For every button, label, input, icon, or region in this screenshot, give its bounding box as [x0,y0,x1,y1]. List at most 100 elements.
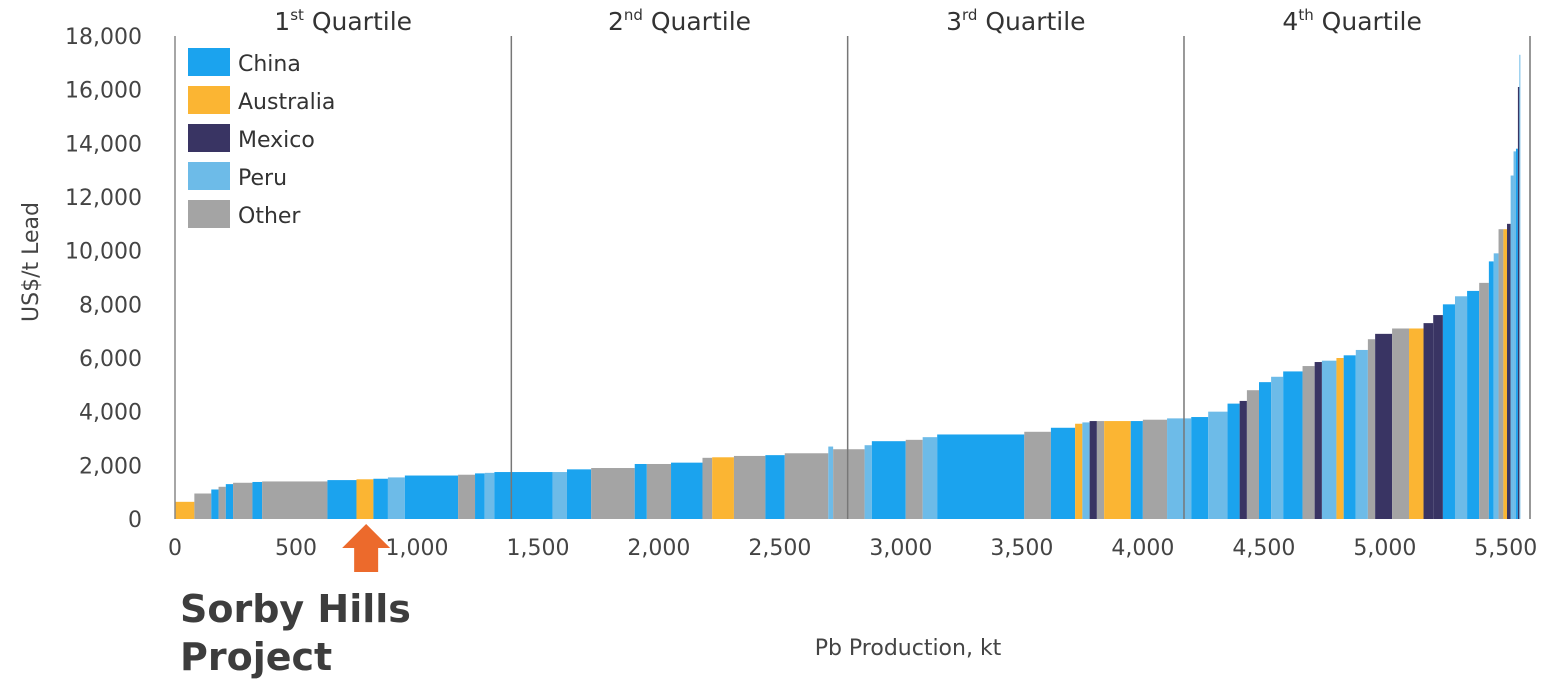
quartile-dividers [510,36,1531,519]
bar-other-21 [646,463,672,519]
legend-swatch-china [188,48,230,76]
x-tick-label: 3,500 [990,536,1053,561]
bar-china-57 [1343,355,1356,519]
y-tick-label: 12,000 [65,186,142,211]
bar-australia-56 [1336,358,1344,519]
legend-label-australia: Australia [238,90,335,115]
bar-mexico-73 [1507,223,1511,520]
bar-china-50 [1259,382,1272,519]
bar-other-1 [194,493,212,519]
bar-peru-15 [484,472,495,519]
bar-other-7 [262,481,328,519]
bar-china-22 [671,462,703,519]
quartile-label-4: 4th Quartile [1282,6,1421,36]
bar-other-25 [733,455,766,519]
x-tick-label: 500 [275,536,317,561]
bar-australia-62 [1409,328,1424,519]
bar-china-67 [1467,290,1480,519]
y-tick-label: 2,000 [79,454,142,479]
y-tick-label: 16,000 [65,79,142,104]
bar-other-35 [1024,431,1051,519]
bar-peru-51 [1271,376,1284,519]
bar-china-18 [566,469,592,519]
bar-other-53 [1302,366,1315,519]
bar-china-20 [634,463,647,519]
y-tick-label: 4,000 [79,401,142,426]
bar-other-40 [1096,421,1105,519]
bar-china-8 [327,480,357,519]
bar-peru-30 [864,445,872,519]
bar-other-29 [833,449,865,519]
quartile-label-3: 3rd Quartile [946,6,1086,36]
bar-peru-74 [1510,175,1514,520]
legend-label-other: Other [238,204,301,229]
y-axis-title: US$/t Lead [19,202,44,322]
quartile-labels: 1st Quartile 2nd Quartile 3rd Quartile 4th … [274,6,1422,36]
bar-china-65 [1442,304,1455,519]
bar-other-43 [1142,419,1168,519]
legend-swatch-other [188,200,230,228]
bar-peru-11 [387,477,405,519]
bar-australia-0 [175,501,195,519]
x-axis: 0 500 1,000 1,500 2,000 2,500 3,000 3,500 4,000 4… [168,536,1537,561]
bar-china-76 [1515,148,1518,519]
quartile-label-1: 1st Quartile [274,6,412,36]
bar-china-12 [404,475,459,519]
bar-australia-41 [1104,421,1131,519]
legend-label-mexico: Mexico [238,128,315,153]
legend: China Australia Mexico Peru Other [188,48,335,229]
bar-australia-37 [1075,423,1083,519]
bar-mexico-63 [1423,323,1434,519]
bar-peru-17 [552,472,567,519]
project-arrow [342,524,391,572]
bar-peru-55 [1321,360,1337,519]
bars-layer [175,54,1521,520]
callout-line-2: Project [180,635,333,679]
project-arrow-shape [342,524,391,572]
bar-china-34 [937,434,1025,519]
bar-other-13 [458,474,476,519]
bar-mexico-64 [1433,315,1443,519]
project-callout: Sorby Hills Project [180,585,500,681]
bar-peru-44 [1167,418,1192,519]
bar-other-71 [1498,229,1504,519]
bar-china-6 [252,481,263,519]
y-tick-label: 6,000 [79,347,142,372]
bar-peru-33 [922,437,938,519]
y-tick-label: 10,000 [65,240,142,265]
bar-other-68 [1479,282,1489,519]
legend-label-peru: Peru [238,166,287,191]
x-tick-label: 1,500 [506,536,569,561]
bar-china-31 [871,441,906,519]
bar-other-49 [1246,390,1259,519]
bar-peru-58 [1355,349,1368,519]
bar-mexico-54 [1314,362,1322,519]
legend-swatch-australia [188,86,230,114]
x-axis-title: Pb Production, kt [815,636,1002,661]
bar-peru-38 [1082,422,1090,519]
y-tick-label: 18,000 [65,25,142,50]
bar-mexico-48 [1239,400,1247,519]
bar-other-59 [1367,339,1376,519]
bar-other-23 [702,457,713,519]
bar-china-69 [1488,261,1494,519]
y-tick-label: 0 [128,508,142,533]
legend-swatch-peru [188,162,230,190]
x-tick-label: 5,000 [1353,536,1416,561]
bar-other-3 [218,486,226,519]
bar-china-14 [475,473,485,519]
quartile-label-2: 2nd Quartile [608,6,751,36]
y-tick-label: 14,000 [65,132,142,157]
legend-swatch-mexico [188,124,230,152]
bar-other-32 [905,439,923,519]
callout-line-1: Sorby Hills [180,587,411,631]
bar-china-26 [765,455,785,519]
bar-china-36 [1050,427,1076,519]
bar-other-61 [1392,328,1410,519]
bar-peru-66 [1454,296,1468,519]
y-axis: 0 2,000 4,000 6,000 8,000 10,000 12,000 14,000 1… [65,25,176,533]
x-tick-label: 3,000 [869,536,932,561]
bar-peru-75 [1513,151,1516,519]
bar-australia-24 [712,457,734,519]
